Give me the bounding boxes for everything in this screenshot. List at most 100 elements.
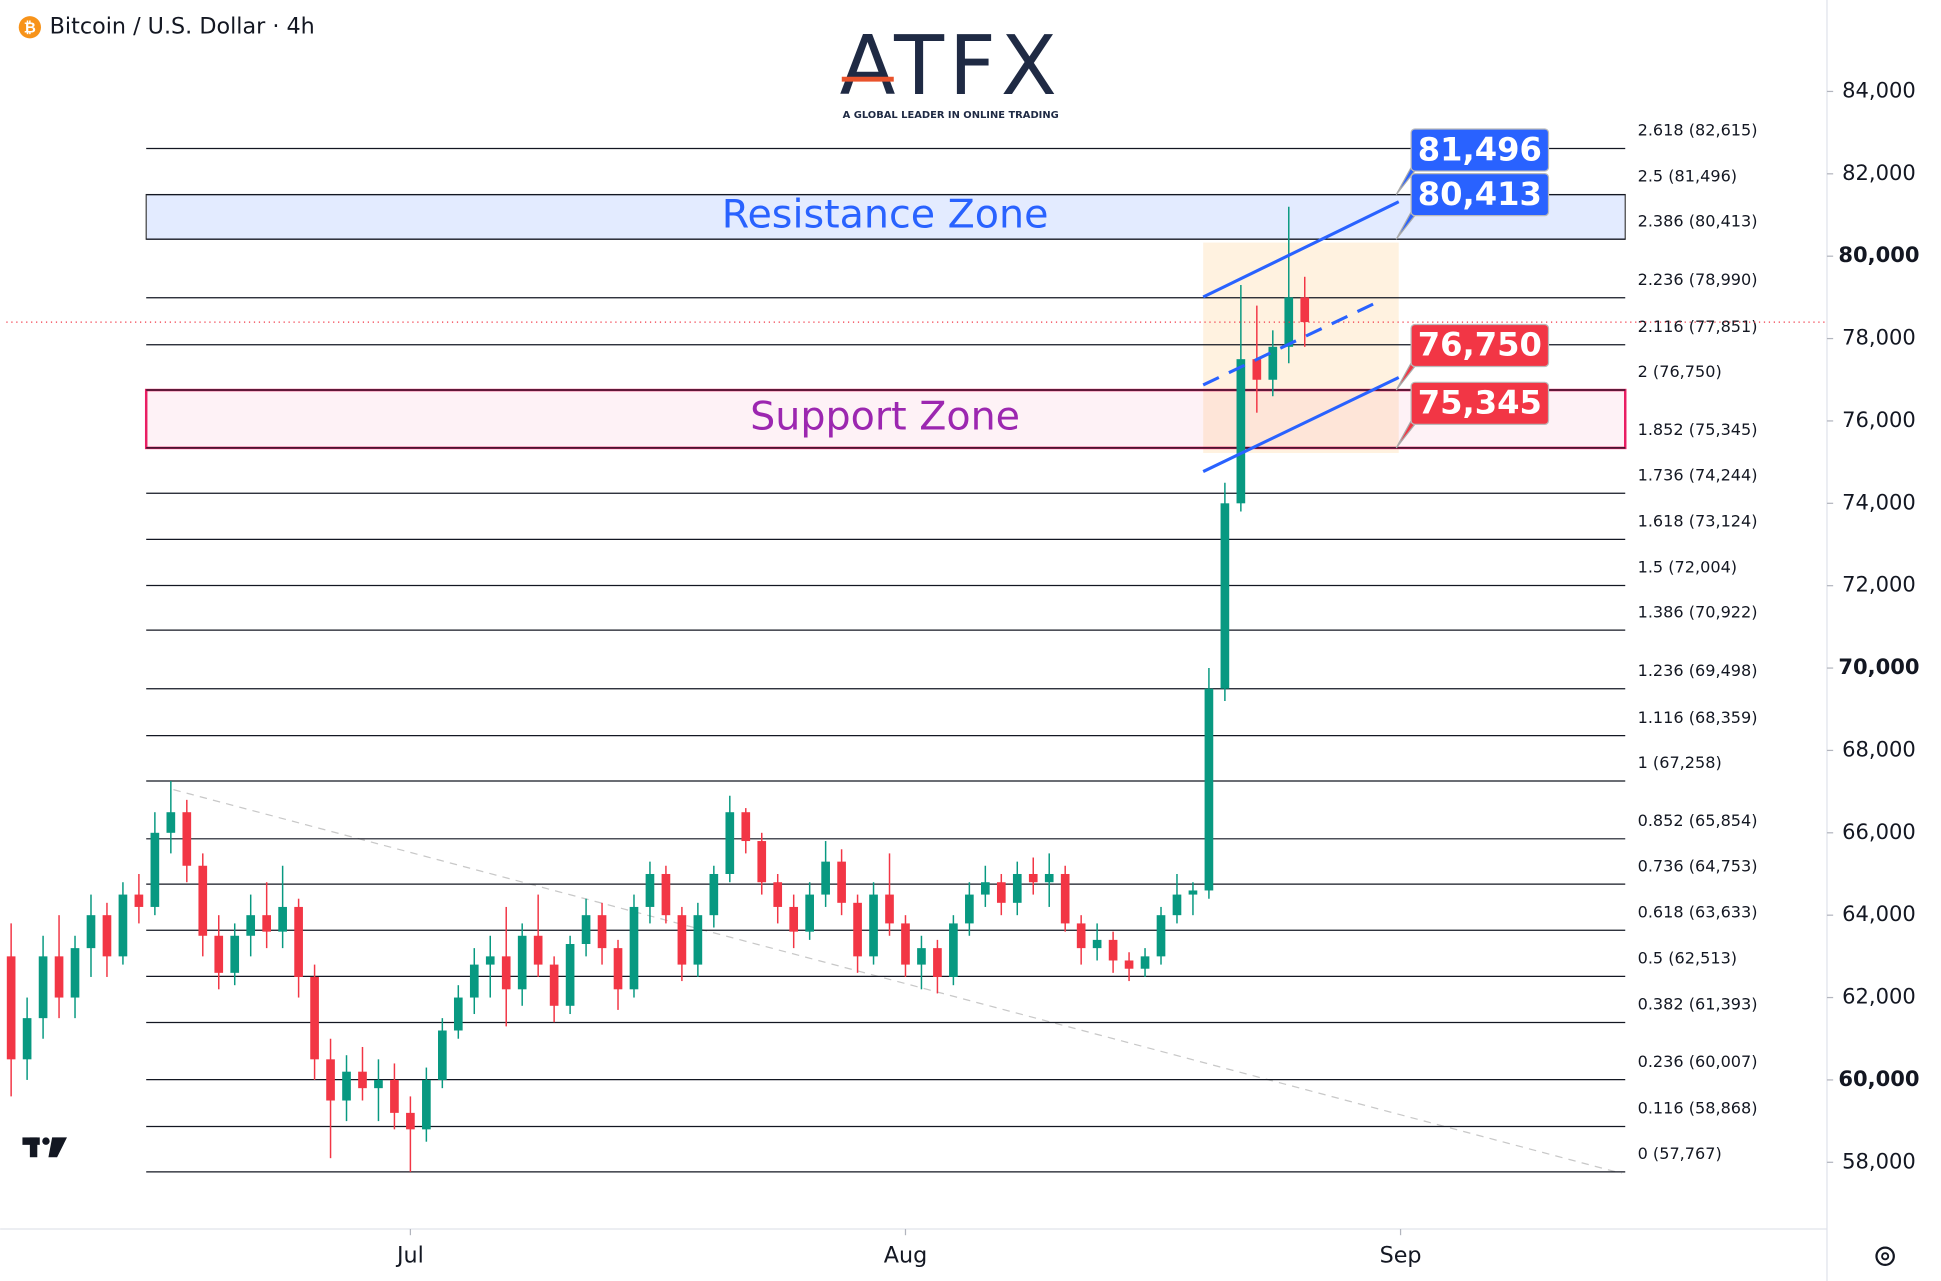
candle-body bbox=[1172, 894, 1182, 916]
y-tick-label: 84,000 bbox=[1842, 77, 1916, 102]
candle-body bbox=[310, 976, 319, 1060]
logo-tagline: A GLOBAL LEADER IN ONLINE TRADING bbox=[843, 110, 1059, 121]
badge-label: 80,413 bbox=[1418, 175, 1542, 213]
candle-body bbox=[917, 948, 926, 965]
candle-body bbox=[1156, 915, 1166, 957]
fib-label: 2.236 (78,990) bbox=[1638, 270, 1758, 289]
candle-body bbox=[485, 956, 495, 965]
candle-body bbox=[1028, 873, 1038, 883]
fib-levels: 2.618 (82,615) 2.5 (81,496) 2.386 (80,413)… bbox=[146, 121, 1758, 1173]
badge-label: 81,496 bbox=[1418, 130, 1542, 168]
candle-body bbox=[1236, 359, 1246, 504]
candle-body bbox=[118, 894, 128, 957]
candle-body bbox=[390, 1079, 399, 1113]
candle-body bbox=[198, 865, 208, 936]
candle-body bbox=[869, 894, 878, 957]
y-tick-label: 72,000 bbox=[1842, 572, 1916, 597]
candle-body bbox=[1092, 939, 1102, 949]
fib-label: 1.386 (70,922) bbox=[1638, 602, 1758, 621]
y-tick-label: 82,000 bbox=[1842, 160, 1916, 185]
candle-body bbox=[661, 873, 671, 916]
fib-label: 0.736 (64,753) bbox=[1638, 856, 1758, 875]
candle-body bbox=[549, 964, 559, 1006]
candle-body bbox=[789, 906, 799, 932]
y-tick-label: 74,000 bbox=[1842, 489, 1916, 514]
candle-body bbox=[1076, 923, 1086, 949]
candle-body bbox=[517, 935, 527, 990]
channel-area bbox=[1203, 242, 1399, 453]
badge bbox=[1410, 172, 1550, 217]
y-tick-label: 80,000 bbox=[1838, 242, 1919, 267]
candle-body bbox=[1044, 873, 1054, 883]
badge bbox=[1410, 381, 1550, 426]
candle-body bbox=[22, 1018, 32, 1060]
fib-label: 1 (67,258) bbox=[1638, 753, 1722, 772]
candle-body bbox=[150, 832, 160, 907]
candle-body bbox=[1012, 873, 1022, 903]
channel-lower bbox=[1202, 376, 1400, 473]
candle-body bbox=[821, 861, 830, 895]
fib-label: 0 (57,767) bbox=[1638, 1144, 1722, 1163]
fib-label: 2 (76,750) bbox=[1638, 362, 1722, 381]
candle-body bbox=[773, 882, 783, 907]
fib-label: 2.5 (81,496) bbox=[1638, 167, 1737, 186]
fib-label: 1.116 (68,359) bbox=[1638, 708, 1758, 727]
candle-body bbox=[837, 861, 846, 903]
fib-label: 0.236 (60,007) bbox=[1638, 1052, 1758, 1071]
candle-body bbox=[677, 915, 687, 965]
candle-body bbox=[1220, 503, 1230, 689]
candle-body bbox=[741, 812, 751, 842]
candle-body bbox=[885, 894, 894, 924]
candle-body bbox=[965, 894, 974, 924]
candle-body bbox=[1204, 688, 1214, 891]
y-tick-label: 76,000 bbox=[1842, 407, 1916, 432]
candle-body bbox=[469, 964, 479, 998]
candle-body bbox=[933, 948, 942, 977]
fib-label: 0.852 (65,854) bbox=[1638, 811, 1758, 830]
fib-label: 0.618 (63,633) bbox=[1638, 902, 1758, 921]
logo: ATFX bbox=[840, 19, 1062, 114]
candle-body bbox=[853, 902, 862, 957]
candle-body bbox=[996, 882, 1006, 903]
candle-body bbox=[438, 1030, 447, 1080]
candle-body bbox=[278, 906, 287, 932]
candle-body bbox=[901, 923, 910, 965]
badge-label: 76,750 bbox=[1418, 326, 1542, 364]
x-tick-label: Sep bbox=[1380, 1243, 1422, 1269]
fib-label: 1.618 (73,124) bbox=[1638, 512, 1758, 531]
fib-label: 1.736 (74,244) bbox=[1638, 465, 1758, 484]
fib-label: 0.382 (61,393) bbox=[1638, 995, 1758, 1014]
candle-body bbox=[949, 923, 958, 977]
badge-label: 75,345 bbox=[1418, 384, 1542, 422]
fib-label: 1.5 (72,004) bbox=[1638, 558, 1737, 577]
candle-body bbox=[102, 915, 112, 957]
candle-body bbox=[629, 906, 639, 990]
candle-body bbox=[70, 948, 80, 998]
fib-label: 2.116 (77,851) bbox=[1638, 317, 1758, 336]
zone bbox=[144, 388, 1627, 450]
candle-body bbox=[294, 906, 303, 977]
candle-body bbox=[230, 935, 240, 973]
settings-icon[interactable] bbox=[1875, 1246, 1895, 1267]
candle-body bbox=[1188, 890, 1198, 895]
candles bbox=[6, 206, 1827, 1172]
candle-body bbox=[757, 841, 767, 883]
candle-body bbox=[1124, 960, 1134, 969]
y-tick-label: 66,000 bbox=[1842, 819, 1916, 844]
price-labels: 81,496 80,413 76,750 75,345 bbox=[1395, 128, 1550, 449]
candle-body bbox=[406, 1112, 415, 1130]
zone-label: Support Zone bbox=[750, 393, 1020, 439]
candle-body bbox=[134, 894, 144, 907]
candle-body bbox=[214, 935, 224, 973]
candle-body bbox=[182, 812, 192, 866]
badge bbox=[1410, 323, 1550, 368]
fib-label: 2.618 (82,615) bbox=[1638, 121, 1758, 140]
candle-body bbox=[1268, 346, 1278, 380]
candle-body bbox=[693, 915, 703, 965]
candle-body bbox=[981, 882, 990, 895]
fib-label: 0.116 (58,868) bbox=[1638, 1099, 1758, 1118]
candle-body bbox=[1300, 297, 1310, 323]
